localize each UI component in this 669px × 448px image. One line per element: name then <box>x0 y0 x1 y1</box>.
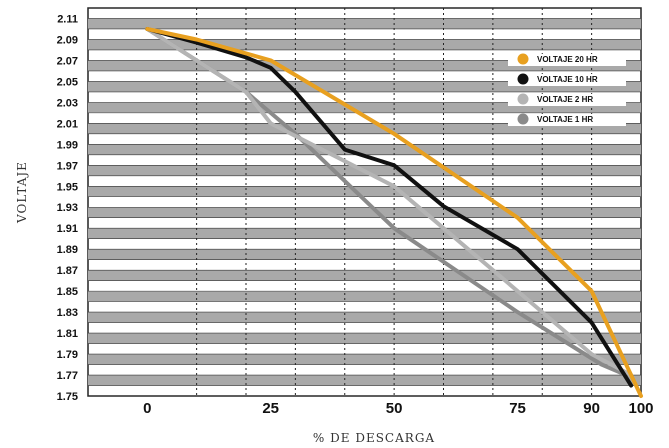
legend-entry-bg <box>508 94 626 106</box>
legend-marker <box>517 93 529 105</box>
y-tick-label: 1.79 <box>57 349 78 361</box>
y-tick-label: 1.87 <box>57 265 78 277</box>
y-tick-label: 2.09 <box>57 34 78 46</box>
y-axis-title: VOLTAJE <box>15 161 29 224</box>
y-tick-label: 1.75 <box>57 391 78 403</box>
x-tick-label: 50 <box>386 400 403 417</box>
grid-band <box>88 354 641 365</box>
grid-band <box>88 270 641 281</box>
grid-band <box>88 18 641 29</box>
y-tick-label: 2.05 <box>57 76 78 88</box>
x-tick-label: 75 <box>509 400 526 417</box>
grid-band <box>88 102 641 113</box>
plot-bands <box>87 7 642 397</box>
grid-band <box>88 81 641 92</box>
grid-band <box>88 312 641 323</box>
legend-entry-bg <box>508 54 626 66</box>
y-tick-label: 1.77 <box>57 370 78 382</box>
legend-marker <box>517 113 529 125</box>
y-tick-label: 2.07 <box>57 55 78 67</box>
series-lines <box>145 27 643 398</box>
grid-band <box>88 144 641 155</box>
grid-band <box>88 207 641 218</box>
y-tick-label: 1.93 <box>57 202 78 214</box>
grid-band <box>88 291 641 302</box>
x-axis-title: % DE DESCARGA <box>313 431 435 445</box>
legend-label: VOLTAJE 1 HR <box>537 115 593 124</box>
y-tick-label: 1.81 <box>57 328 78 340</box>
x-tick-labels: 0 25 50 75 90 100 <box>143 400 653 417</box>
legend: VOLTAJE 20 HR VOLTAJE 10 HR VOLTAJE 2 HR VO… <box>508 53 626 126</box>
legend-label: VOLTAJE 2 HR <box>537 95 593 104</box>
y-tick-label: 2.11 <box>57 13 78 25</box>
legend-label: VOLTAJE 10 HR <box>537 75 598 84</box>
legend-marker <box>517 53 529 65</box>
grid-band <box>88 228 641 239</box>
grid-band <box>88 123 641 134</box>
y-tick-label: 2.01 <box>57 118 78 130</box>
x-tick-label: 25 <box>262 400 279 417</box>
series-line-3 <box>145 27 634 377</box>
y-tick-label: 1.97 <box>57 160 78 172</box>
grid-band <box>88 186 641 197</box>
grid-band <box>88 60 641 71</box>
legend-label: VOLTAJE 20 HR <box>537 55 598 64</box>
grid-band <box>88 249 641 260</box>
y-tick-label: 1.95 <box>57 181 78 193</box>
y-tick-label: 1.89 <box>57 244 78 256</box>
y-tick-label: 1.99 <box>57 139 78 151</box>
x-tick-label: 100 <box>628 400 653 417</box>
legend-entry-bg <box>508 114 626 126</box>
grid-band <box>88 39 641 50</box>
legend-marker <box>517 73 529 85</box>
x-tick-label: 90 <box>583 400 600 417</box>
series-line-1 <box>145 27 643 398</box>
series-line-2 <box>145 27 634 388</box>
y-tick-label: 2.03 <box>57 97 78 109</box>
y-tick-label: 1.85 <box>57 286 78 298</box>
y-tick-labels: 2.11 2.09 2.07 2.05 2.03 2.01 1.99 1.97 1.95 1.93… <box>57 13 78 403</box>
x-tick-label: 0 <box>143 400 151 417</box>
grid-band <box>88 375 641 386</box>
y-tick-label: 1.83 <box>57 307 78 319</box>
legend-entry-bg <box>508 74 626 86</box>
grid-band <box>88 333 641 344</box>
y-tick-label: 1.91 <box>57 223 78 235</box>
